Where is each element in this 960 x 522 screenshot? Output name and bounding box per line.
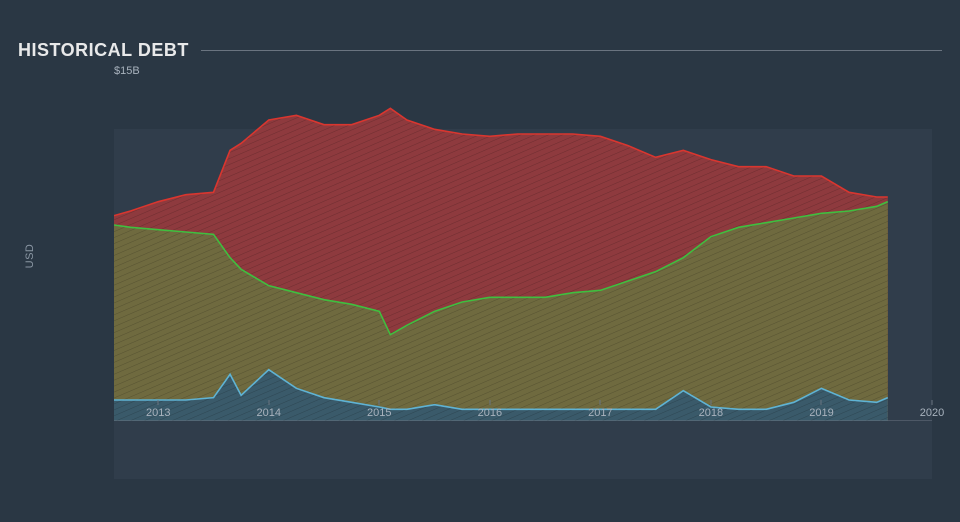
x-tick-label: 2014 — [257, 407, 281, 419]
x-tick-label: 2019 — [809, 407, 833, 419]
title-divider — [201, 50, 942, 51]
x-tick-label: 2013 — [146, 407, 170, 419]
x-tick-label: 2017 — [588, 407, 612, 419]
x-tick-label: 2020 — [920, 407, 944, 419]
chart-title: HISTORICAL DEBT — [18, 40, 189, 61]
title-row: HISTORICAL DEBT — [18, 40, 942, 61]
x-tick-label: 2015 — [367, 407, 391, 419]
y-axis-label: USD — [24, 244, 36, 269]
chart-area: USD $15B $0 201320142015201620172018 — [60, 71, 932, 441]
x-tick-label: 2016 — [478, 407, 502, 419]
area-svg — [114, 71, 932, 421]
plot-region: 20132014201520162017201820192020 — [114, 71, 932, 421]
x-ticks: 20132014201520162017201820192020 — [114, 403, 932, 423]
x-tick-label: 2018 — [699, 407, 723, 419]
